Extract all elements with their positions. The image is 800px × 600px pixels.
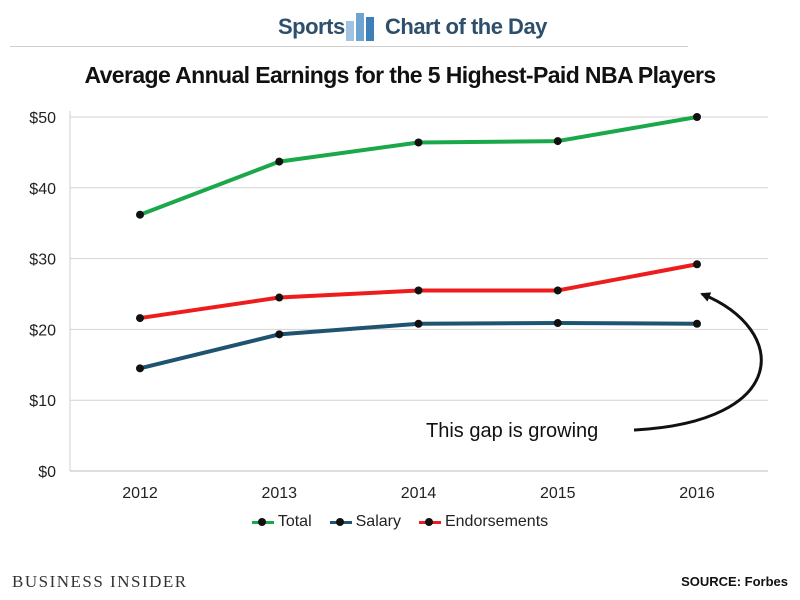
- legend-item-endorsements: Endorsements: [418, 513, 549, 531]
- legend-item-salary: Salary: [329, 513, 401, 531]
- legend-swatch: [418, 517, 441, 526]
- x-tick-label: 2016: [679, 485, 715, 502]
- y-tick-label: $0: [38, 464, 56, 481]
- y-tick-label: $50: [29, 110, 56, 127]
- data-point-total: [693, 113, 701, 121]
- y-tick-label: $20: [29, 322, 56, 339]
- y-tick-label: $10: [29, 393, 56, 410]
- footer-brand: BUSINESS INSIDER: [12, 572, 188, 591]
- data-point-total: [275, 157, 284, 166]
- footer-source: SOURCE: Forbes: [681, 574, 788, 589]
- x-tick-label: 2012: [122, 485, 158, 502]
- legend-label: Salary: [355, 513, 401, 530]
- y-tick-label: $40: [29, 181, 56, 198]
- header-divider: [10, 46, 688, 47]
- data-point-total: [553, 137, 562, 146]
- data-point-endorsements: [553, 286, 562, 295]
- x-tick-label: 2014: [401, 485, 437, 502]
- header: Sports Chart of the Day: [0, 0, 800, 48]
- data-point-endorsements: [693, 260, 701, 269]
- x-tick-label: 2013: [261, 485, 297, 502]
- data-point-salary: [414, 319, 423, 328]
- chart-title: Average Annual Earnings for the 5 Highes…: [84, 62, 716, 88]
- legend-label: Total: [277, 513, 312, 530]
- annotation-text: This gap is growing: [426, 420, 599, 442]
- data-point-salary: [275, 330, 284, 339]
- data-point-salary: [693, 319, 701, 328]
- legend-swatch: [251, 517, 274, 526]
- data-point-salary: [553, 319, 562, 328]
- bar-chart-icon: [346, 13, 374, 41]
- annotation-arrow: [633, 292, 763, 432]
- data-point-endorsements: [414, 286, 423, 295]
- header-chart-of-the-day-label: Chart of the Day: [385, 14, 547, 39]
- data-point-salary: [136, 364, 144, 373]
- header-sports-label: Sports: [278, 14, 345, 39]
- legend-item-total: Total: [251, 513, 312, 531]
- series-line-total: [139, 115, 698, 217]
- data-point-total: [136, 210, 144, 219]
- x-tick-label: 2015: [540, 485, 576, 502]
- chart-legend: Total Salary Endorsements: [0, 512, 800, 532]
- data-point-endorsements: [275, 293, 284, 302]
- legend-swatch: [329, 517, 352, 526]
- data-point-total: [414, 138, 423, 147]
- y-tick-label: $30: [29, 252, 56, 269]
- data-point-endorsements: [136, 314, 144, 323]
- legend-label: Endorsements: [444, 513, 549, 530]
